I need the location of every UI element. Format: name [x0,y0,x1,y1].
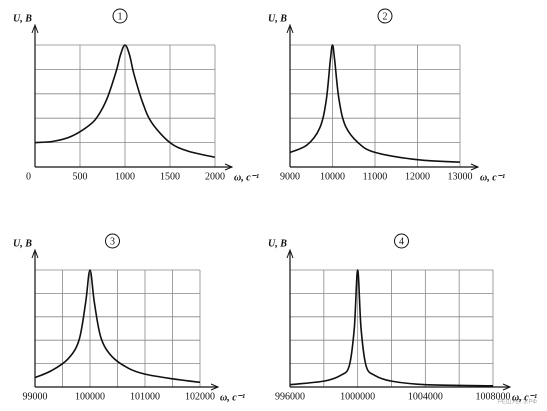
x-tick-label: 0 [26,171,31,182]
x-axis-label: ω, c⁻¹ [512,392,537,403]
x-tick-label: 102000 [185,391,215,402]
y-axis-label: U, B [268,238,287,249]
x-tick-label: 12000 [405,171,430,182]
x-tick-label: 9000 [280,171,300,182]
x-tick-label: 1000 [115,171,135,182]
x-tick-label: 1000000 [340,391,375,402]
curve [34,269,201,384]
x-tick-label: 99000 [23,391,48,402]
arrow [286,23,294,34]
x-axis-label: ω, c⁻¹ [220,392,245,403]
curve [289,269,494,387]
watermark: РЕШУЕГЭ.РФ [498,400,537,406]
panel-circle [112,8,128,24]
arrow [31,23,39,34]
x-tick-label: 500 [73,171,88,182]
arrow [224,163,234,171]
x-tick-label: 1500 [160,171,180,182]
y-axis-label: U, B [268,13,287,24]
panel-label: 4 [399,236,404,247]
arrow [502,383,512,391]
curve [34,44,216,159]
panel-label: 1 [118,11,123,22]
x-tick-label: 996000 [275,391,305,402]
x-tick-label: 1008000 [476,391,511,402]
x-axis-label: ω, c⁻¹ [480,172,505,183]
x-tick-label: 1004000 [408,391,443,402]
panel-circle [377,8,393,24]
x-tick-label: 100000 [75,391,105,402]
x-axis-label: ω, c⁻¹ [234,172,259,183]
arrow [470,163,480,171]
x-tick-label: 2000 [205,171,225,182]
arrow [31,248,39,259]
panel-label: 3 [110,236,115,247]
panel-circle [394,233,409,249]
y-axis-label: U, B [13,13,32,24]
x-tick-label: 10000 [320,171,345,182]
arrow [210,383,220,391]
x-tick-label: 11000 [363,171,388,182]
x-tick-label: 101000 [130,391,160,402]
panel-label: 2 [383,11,388,22]
panel-circle [105,233,120,249]
y-axis-label: U, B [13,238,32,249]
x-tick-label: 13000 [448,171,473,182]
arrow [286,248,294,259]
curve [289,44,461,163]
